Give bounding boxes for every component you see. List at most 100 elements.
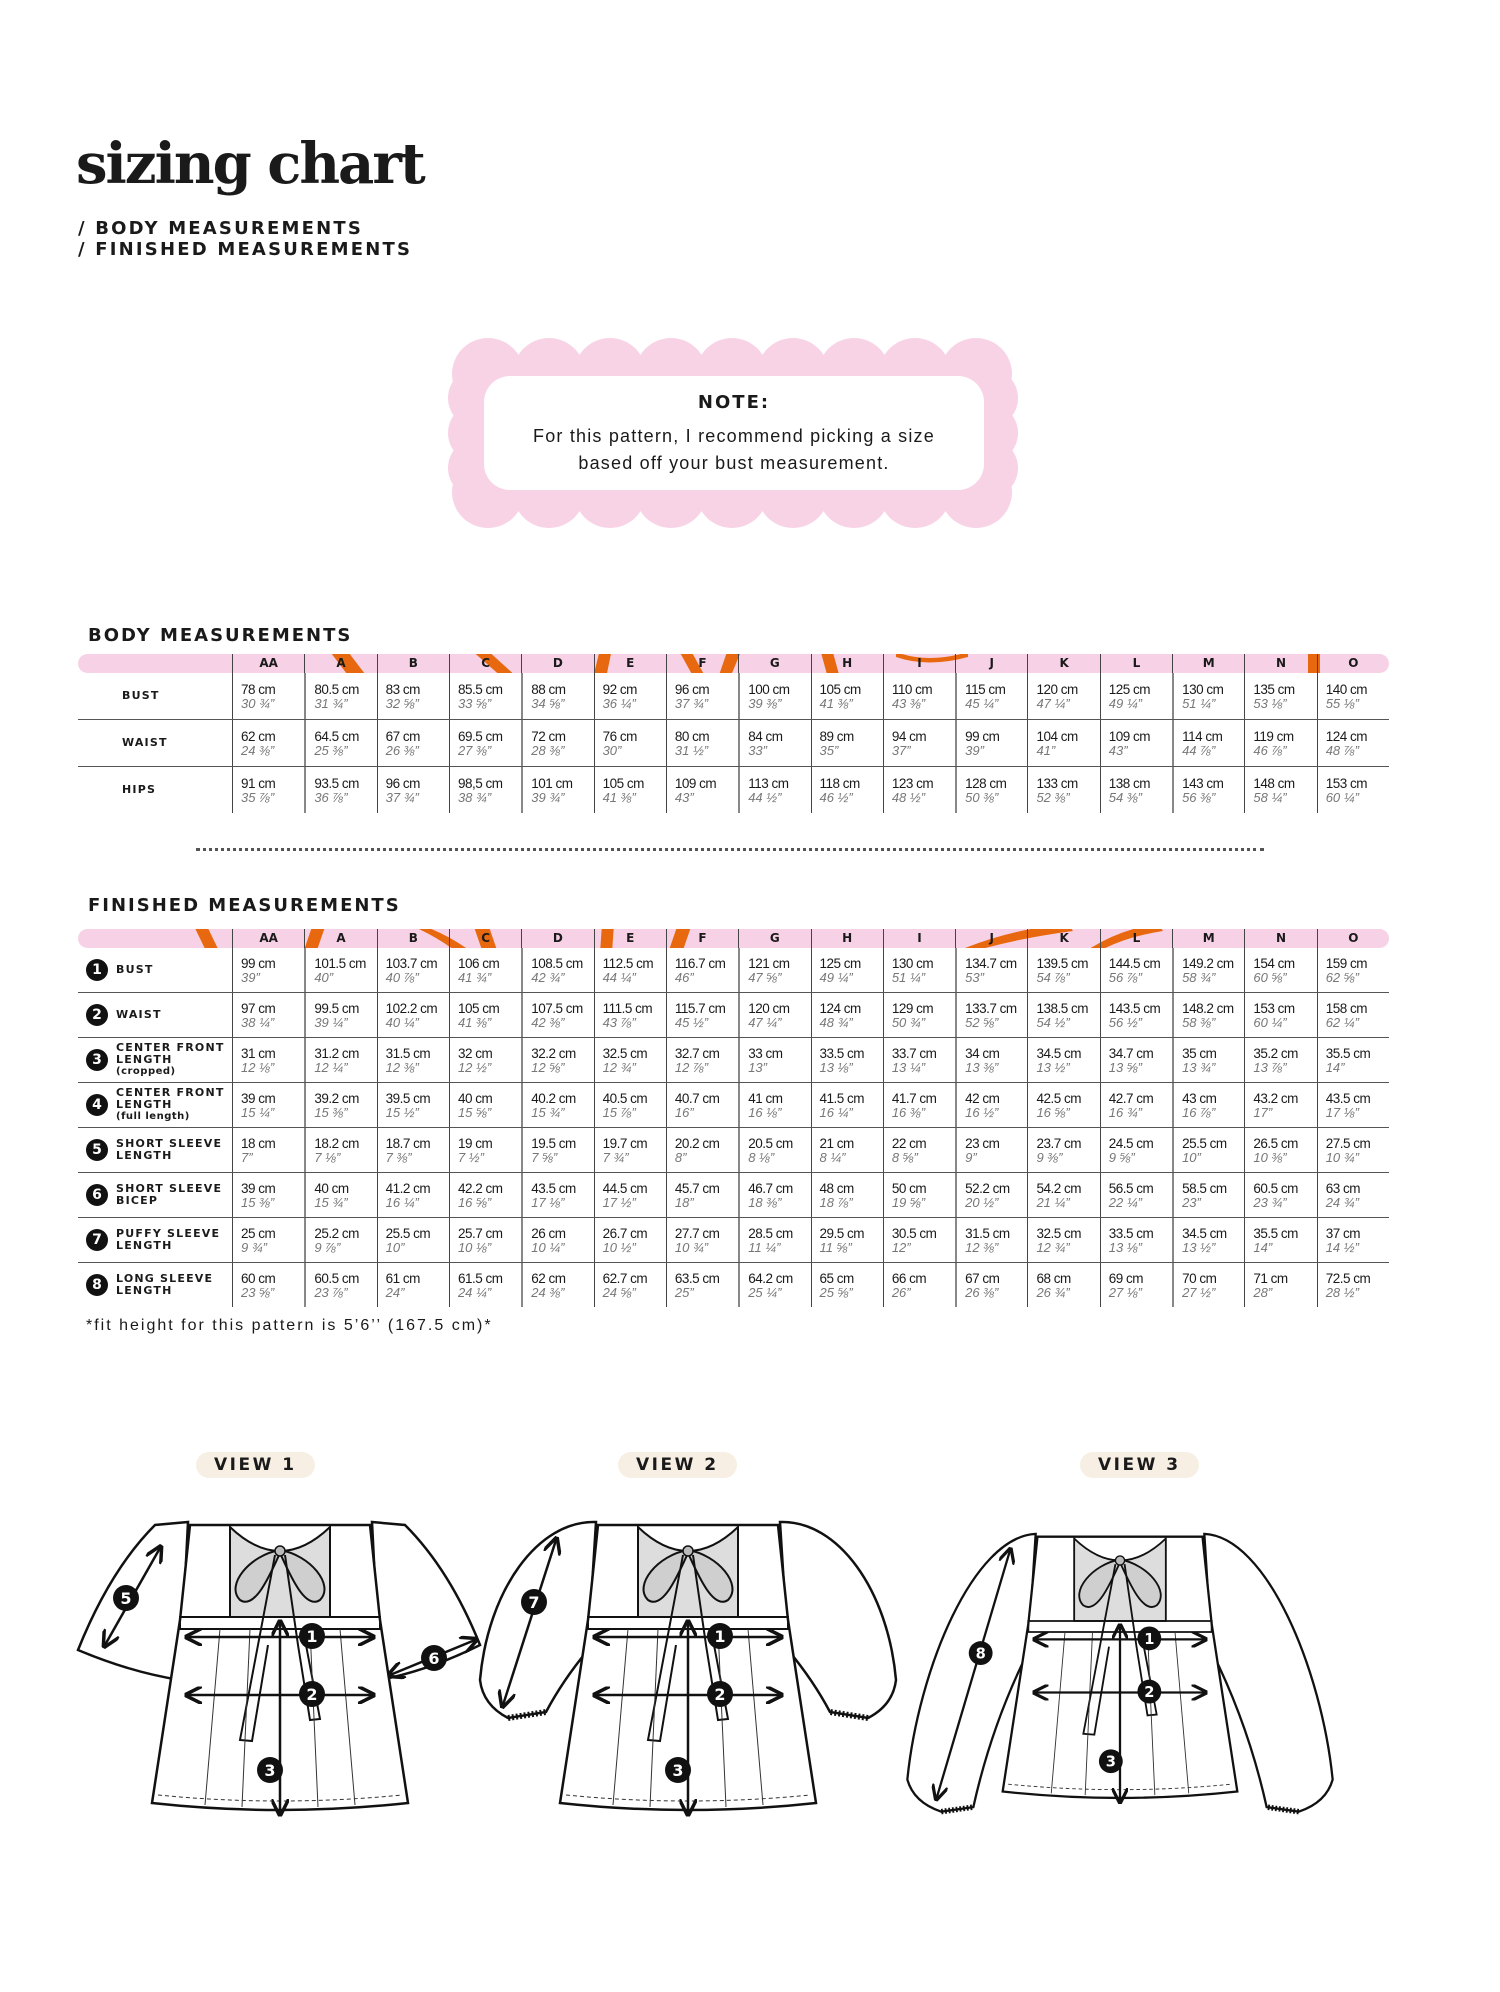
- value-cm: 42.5 cm: [1036, 1090, 1081, 1106]
- value-inches: 7 ½”: [457, 1149, 484, 1165]
- value-cm: 40.2 cm: [531, 1090, 576, 1106]
- measurement-cell: 97 cm 38 ¼”: [232, 993, 304, 1037]
- measurement-cell: 80.5 cm 31 ¾”: [304, 673, 376, 719]
- measurement-cell: 21 cm 8 ¼”: [810, 1128, 883, 1172]
- size-column-f: F: [665, 929, 738, 948]
- value-cm: 26.5 cm: [1253, 1135, 1298, 1151]
- value-cm: 105 cm: [819, 681, 862, 697]
- value-cm: 54.2 cm: [1036, 1180, 1081, 1196]
- row-label-line: PUFFY SLEEVE: [116, 1227, 221, 1240]
- value-cm: 27.7 cm: [674, 1225, 720, 1241]
- marker-2: 2: [1144, 1684, 1154, 1701]
- measurement-cell: 42 cm 16 ½”: [955, 1083, 1027, 1127]
- size-column-g: G: [738, 654, 810, 673]
- row-label: 4 CENTER FRONT LENGTH (full length): [78, 1083, 232, 1127]
- measurement-cell: 61.5 cm 24 ¼”: [448, 1263, 521, 1307]
- value-inches: 13 ¾”: [1182, 1059, 1216, 1075]
- measurement-cell: 96 cm 37 ¾”: [665, 673, 738, 719]
- page-title: sizing chart: [76, 131, 426, 197]
- value-cm: 119 cm: [1253, 728, 1294, 744]
- value-inches: 43”: [674, 789, 694, 805]
- measurement-cell: 100 cm 39 ⅜”: [738, 673, 810, 719]
- row-label-line: BUST: [122, 689, 160, 702]
- value-cm: 100 cm: [748, 681, 790, 697]
- value-cm: 154 cm: [1253, 955, 1295, 971]
- measurement-cell: 58.5 cm 23”: [1172, 1173, 1244, 1217]
- value-inches: 41 ⅜”: [457, 1014, 492, 1030]
- measurement-cell: 120 cm 47 ¼”: [1027, 673, 1099, 719]
- value-inches: 8 ¼”: [819, 1149, 846, 1165]
- value-inches: 13 ⅜”: [965, 1059, 999, 1075]
- value-inches: 24 ¾”: [1325, 1194, 1359, 1210]
- value-inches: 53 ⅛”: [1253, 695, 1287, 711]
- size-column-d: D: [521, 929, 593, 948]
- view-3-label: VIEW 3: [1080, 1452, 1199, 1478]
- value-cm: 70 cm: [1182, 1270, 1217, 1286]
- value-cm: 153 cm: [1253, 1000, 1295, 1016]
- value-inches: 48 ⅞”: [1325, 742, 1359, 758]
- value-cm: 91 cm: [241, 775, 276, 791]
- marker-1: 1: [1144, 1631, 1154, 1648]
- measurement-cell: 101 cm 39 ¾”: [521, 767, 593, 813]
- row-label-line: BUST: [116, 963, 154, 976]
- value-inches: 43 ⅞”: [602, 1014, 636, 1030]
- measurement-cell: 89 cm 35”: [810, 720, 883, 766]
- table-row: BUST 78 cm 30 ¾” 80.5 cm 31 ¾” 83 cm 32 ⅝” 85.5…: [78, 673, 1389, 720]
- value-inches: 7 ⅜”: [385, 1149, 412, 1165]
- value-inches: 7”: [241, 1149, 253, 1165]
- value-cm: 99 cm: [241, 955, 276, 971]
- value-cm: 138 cm: [1108, 775, 1151, 791]
- value-inches: 8”: [674, 1149, 687, 1165]
- value-inches: 40”: [314, 969, 334, 985]
- view-3-illustration: 1 2 3 8: [906, 1532, 1334, 1815]
- value-cm: 148 cm: [1253, 775, 1295, 791]
- measurement-cell: 41.5 cm 16 ¼”: [810, 1083, 883, 1127]
- measurement-cell: 125 cm 49 ¼”: [810, 948, 883, 992]
- value-cm: 62.7 cm: [602, 1270, 648, 1286]
- value-inches: 62 ¼”: [1325, 1014, 1359, 1030]
- value-cm: 40 cm: [314, 1180, 349, 1196]
- measurement-cell: 124 cm 48 ⅞”: [1316, 720, 1389, 766]
- value-cm: 40.5 cm: [602, 1090, 648, 1106]
- value-inches: 33 ⅝”: [457, 695, 492, 711]
- measurement-cell: 43.5 cm 17 ⅛”: [1316, 1083, 1389, 1127]
- row-label: 5 SHORT SLEEVE LENGTH: [78, 1128, 232, 1172]
- value-cm: 120 cm: [1036, 681, 1078, 697]
- value-inches: 60 ¼”: [1325, 789, 1359, 805]
- dotted-divider: [196, 848, 1264, 851]
- measurement-cell: 35.5 cm 14”: [1244, 1218, 1316, 1262]
- value-cm: 65 cm: [819, 1270, 855, 1286]
- value-inches: 13 ⅝”: [1108, 1059, 1142, 1075]
- measurement-cell: 39.2 cm 15 ⅜”: [304, 1083, 376, 1127]
- value-inches: 45 ½”: [674, 1014, 709, 1030]
- measurement-cell: 124 cm 48 ¾”: [810, 993, 883, 1037]
- note-box: NOTE: For this pattern, I recommend pick…: [448, 338, 1018, 528]
- measurement-cell: 23 cm 9”: [955, 1128, 1027, 1172]
- value-cm: 159 cm: [1325, 955, 1368, 971]
- value-cm: 138.5 cm: [1036, 1000, 1088, 1016]
- measurement-cell: 41.2 cm 16 ¼”: [376, 1173, 449, 1217]
- value-cm: 149.2 cm: [1182, 955, 1234, 971]
- table-row: WAIST 62 cm 24 ⅜” 64.5 cm 25 ⅜” 67 cm 26 ⅜” 69.…: [78, 720, 1389, 767]
- value-cm: 31.2 cm: [314, 1045, 359, 1061]
- value-cm: 26 cm: [531, 1225, 566, 1241]
- value-cm: 42 cm: [965, 1090, 1000, 1106]
- marker-3: 3: [264, 1761, 275, 1780]
- value-inches: 25”: [674, 1284, 694, 1300]
- row-label-line: LENGTH: [116, 1239, 173, 1252]
- value-inches: 13 ½”: [1182, 1239, 1216, 1255]
- row-label: WAIST: [78, 720, 232, 766]
- measurement-cell: 158 cm 62 ¼”: [1316, 993, 1389, 1037]
- measurement-cell: 29.5 cm 11 ⅝”: [810, 1218, 883, 1262]
- row-label: 6 SHORT SLEEVE BICEP: [78, 1173, 232, 1217]
- row-label-text: PUFFY SLEEVE LENGTH: [116, 1228, 220, 1252]
- measurement-cell: 109 cm 43”: [665, 767, 738, 813]
- value-inches: 12 ⅜”: [965, 1239, 999, 1255]
- value-inches: 47 ¼”: [1036, 695, 1070, 711]
- measure-number-badge: 4: [86, 1094, 108, 1116]
- size-column-c: C: [448, 654, 521, 673]
- measurement-cell: 115 cm 45 ¼”: [955, 673, 1027, 719]
- value-inches: 51 ¼”: [1182, 695, 1216, 711]
- value-inches: 12 ⅜”: [385, 1059, 419, 1075]
- value-cm: 107.5 cm: [531, 1000, 583, 1016]
